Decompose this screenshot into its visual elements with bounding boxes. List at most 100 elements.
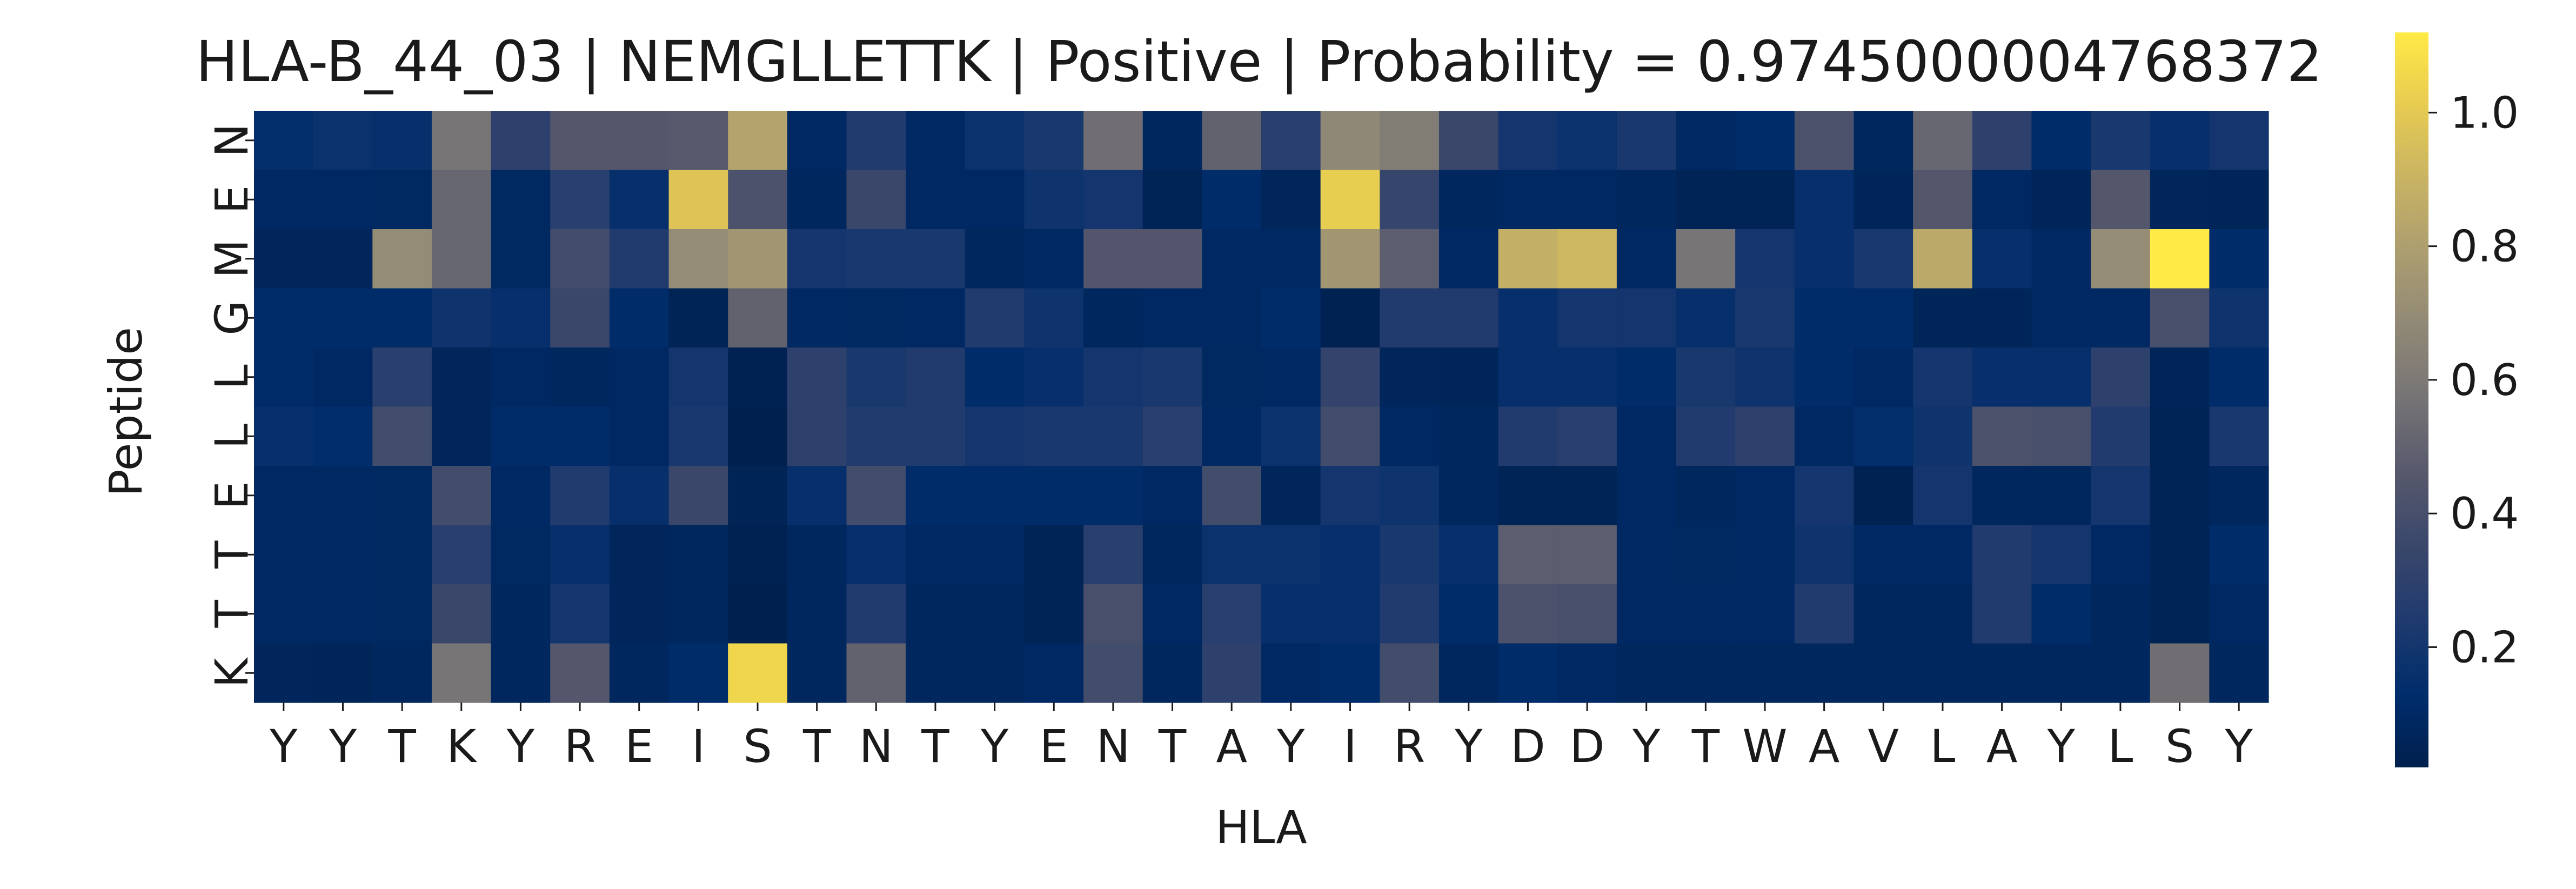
x-tick-label: S: [743, 720, 772, 773]
heatmap-cell: [550, 466, 610, 526]
heatmap-cell: [1380, 406, 1440, 466]
heatmap-cell: [1202, 406, 1262, 466]
x-tick-label: W: [1742, 720, 1787, 773]
heatmap-cell: [1261, 170, 1321, 230]
heatmap-cell: [728, 111, 788, 171]
heatmap-cell: [1557, 643, 1617, 703]
chart-title: HLA-B_44_03 | NEMGLLETTK | Positive | Pr…: [196, 29, 2322, 95]
heatmap-cell: [1202, 170, 1262, 230]
heatmap-cell: [2031, 347, 2091, 407]
heatmap-cell: [1676, 111, 1736, 171]
heatmap-cell: [906, 170, 966, 230]
heatmap-cell: [1735, 288, 1795, 348]
heatmap-cell: [313, 584, 373, 644]
heatmap-cell: [728, 347, 788, 407]
heatmap-cell: [1616, 288, 1677, 348]
heatmap-cell: [1024, 288, 1084, 348]
heatmap-cell: [1735, 584, 1795, 644]
heatmap-cell: [1142, 288, 1202, 348]
heatmap-cell: [1202, 643, 1262, 703]
heatmap-cell: [313, 288, 373, 348]
heatmap-cell: [906, 347, 966, 407]
heatmap-cell: [1616, 229, 1677, 289]
heatmap-cell: [609, 111, 670, 171]
x-tick-label: Y: [1454, 720, 1483, 773]
heatmap-cell: [1557, 466, 1617, 526]
heatmap-cell: [965, 229, 1025, 289]
heatmap-cell: [1794, 347, 1855, 407]
heatmap-cell: [728, 288, 788, 348]
heatmap-cell: [1320, 111, 1380, 171]
heatmap-cell: [1676, 643, 1736, 703]
heatmap-cell: [1498, 406, 1558, 466]
heatmap-cell: [1854, 406, 1913, 466]
heatmap-cell: [1438, 466, 1499, 526]
heatmap-cell: [1142, 466, 1202, 526]
heatmap-cell: [1083, 643, 1143, 703]
heatmap-cell: [372, 584, 432, 644]
heatmap-cell: [1972, 643, 2032, 703]
heatmap-cell: [1380, 288, 1440, 348]
heatmap-cell: [1261, 466, 1321, 526]
heatmap-cell: [1676, 525, 1736, 585]
colorbar-tick-label: 1.0: [2450, 88, 2519, 138]
heatmap-cell: [1557, 584, 1617, 644]
heatmap-cell: [1024, 406, 1084, 466]
heatmap-cell: [2209, 643, 2269, 703]
heatmap-cell: [1794, 170, 1855, 230]
heatmap-cell: [550, 170, 610, 230]
heatmap-cell: [787, 466, 847, 526]
heatmap-cell: [1794, 288, 1855, 348]
heatmap-cell: [846, 170, 906, 230]
heatmap-cell: [254, 170, 314, 230]
heatmap-cell: [1142, 525, 1202, 585]
heatmap-cell: [1616, 466, 1677, 526]
heatmap-cell: [787, 170, 847, 230]
heatmap-cell: [609, 170, 670, 230]
heatmap-cell: [2031, 406, 2091, 466]
x-tick-label: L: [2107, 720, 2133, 773]
heatmap-cell: [787, 584, 847, 644]
heatmap-cell: [668, 229, 728, 289]
heatmap-cell: [846, 347, 906, 407]
heatmap-cell: [2091, 229, 2151, 289]
heatmap-cell: [906, 643, 966, 703]
heatmap-cell: [1854, 288, 1913, 348]
heatmap-cell: [2031, 525, 2091, 585]
heatmap-cell: [1320, 584, 1380, 644]
x-tick-label: A: [1809, 720, 1839, 773]
y-tick-label: G: [205, 300, 258, 336]
heatmap-cell: [1972, 229, 2032, 289]
heatmap-cell: [1202, 466, 1262, 526]
heatmap-cell: [1498, 111, 1558, 171]
colorbar-tick-label: 0.6: [2450, 355, 2519, 405]
heatmap-cell: [728, 584, 788, 644]
x-tick-label: R: [564, 720, 596, 773]
heatmap-cell: [609, 406, 670, 466]
heatmap-cell: [1616, 525, 1677, 585]
heatmap-cell: [372, 347, 432, 407]
heatmap-cell: [668, 643, 728, 703]
heatmap-cell: [965, 111, 1025, 171]
x-tick-label: K: [446, 720, 477, 773]
heatmap-cell: [1261, 584, 1321, 644]
heatmap-cell: [1142, 347, 1202, 407]
heatmap-cell: [787, 111, 847, 171]
heatmap-cell: [1438, 288, 1499, 348]
heatmap-cell: [491, 229, 551, 289]
heatmap-cells: [254, 111, 2269, 703]
heatmap-cell: [787, 525, 847, 585]
heatmap-cell: [372, 525, 432, 585]
heatmap-cell: [1438, 111, 1499, 171]
heatmap-cell: [431, 229, 492, 289]
heatmap-cell: [1854, 170, 1913, 230]
heatmap-cell: [728, 406, 788, 466]
x-tick-label: Y: [269, 720, 298, 773]
heatmap-cell: [1676, 466, 1736, 526]
heatmap-cell: [1854, 584, 1913, 644]
heatmap-cell: [1676, 288, 1736, 348]
heatmap-cell: [1616, 584, 1677, 644]
heatmap-cell: [1024, 584, 1084, 644]
heatmap-cell: [1557, 406, 1617, 466]
heatmap-cell: [965, 347, 1025, 407]
